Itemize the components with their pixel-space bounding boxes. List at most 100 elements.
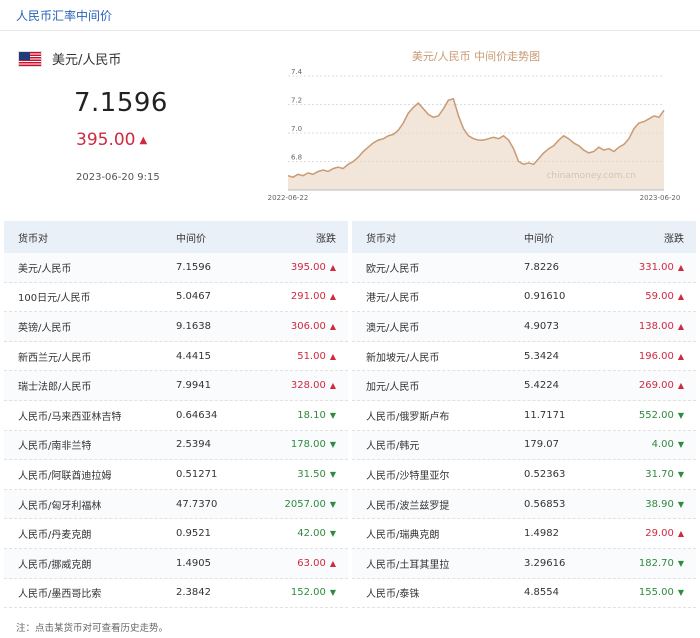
currency-pair[interactable]: 瑞士法郎/人民币 xyxy=(18,382,92,394)
currency-pair[interactable]: 100日元/人民币 xyxy=(18,293,91,305)
table-row[interactable]: 澳元/人民币 4.9073 138.00 ▲ xyxy=(352,312,696,342)
y-tick-label: 6.8 xyxy=(291,154,302,162)
table-row[interactable]: 人民币/墨西哥比索 2.3842 152.00 ▼ xyxy=(4,579,348,609)
table-row[interactable]: 新西兰元/人民币 4.4415 51.00 ▲ xyxy=(4,342,348,372)
up-arrow-icon: ▲ xyxy=(329,262,336,272)
currency-pair[interactable]: 人民币/挪威克朗 xyxy=(18,559,92,571)
header-mid: 中间价 xyxy=(176,233,206,245)
change-value: 63.00 xyxy=(297,557,326,569)
currency-pair[interactable]: 人民币/韩元 xyxy=(366,441,420,453)
change-cell: 138.00 ▲ xyxy=(606,321,696,332)
change-cell: 178.00 ▼ xyxy=(258,439,348,450)
currency-pair[interactable]: 人民币/南非兰特 xyxy=(18,441,92,453)
table-row[interactable]: 英镑/人民币 9.1638 306.00 ▲ xyxy=(4,312,348,342)
featured-pair[interactable]: 美元/人民币 xyxy=(18,49,121,68)
currency-pair[interactable]: 人民币/沙特里亚尔 xyxy=(366,470,450,482)
mid-rate: 5.0467 xyxy=(176,291,211,303)
trend-chart[interactable]: 美元/人民币 中间价走势图 6.8 7.0 7.2 7.4 chinamoney.com.… xyxy=(266,40,686,208)
currency-pair[interactable]: 美元/人民币 xyxy=(18,263,72,275)
currency-pair[interactable]: 人民币/匈牙利福林 xyxy=(18,500,102,512)
table-row[interactable]: 加元/人民币 5.4224 269.00 ▲ xyxy=(352,371,696,401)
header-change: 涨跌 xyxy=(316,233,336,245)
change-value: 178.00 xyxy=(290,439,326,451)
mid-rate: 47.7370 xyxy=(176,498,218,510)
trend-chart-svg: 美元/人民币 中间价走势图 6.8 7.0 7.2 7.4 chinamoney.com.… xyxy=(268,50,681,202)
mid-rate: 4.4415 xyxy=(176,350,211,362)
table-row[interactable]: 人民币/马来西亚林吉特 0.64634 18.10 ▼ xyxy=(4,401,348,431)
up-arrow-icon: ▲ xyxy=(677,292,684,302)
mid-rate: 7.9941 xyxy=(176,380,211,392)
currency-pair[interactable]: 英镑/人民币 xyxy=(18,322,72,334)
table-row[interactable]: 人民币/韩元 179.07 4.00 ▼ xyxy=(352,430,696,461)
x-tick-label: 2023-06-20 xyxy=(640,194,681,202)
change-cell: 328.00 ▲ xyxy=(258,380,348,391)
table-row[interactable]: 人民币/沙特里亚尔 0.52363 31.70 ▼ xyxy=(352,460,696,490)
mid-rate: 1.4905 xyxy=(176,557,211,569)
up-arrow-icon: ▲ xyxy=(329,292,336,302)
table-row[interactable]: 港元/人民币 0.91610 59.00 ▲ xyxy=(352,283,696,313)
currency-pair[interactable]: 人民币/墨西哥比索 xyxy=(18,589,102,601)
table-row[interactable]: 人民币/匈牙利福林 47.7370 2057.00 ▼ xyxy=(4,489,348,520)
currency-pair[interactable]: 人民币/马来西亚林吉特 xyxy=(18,411,122,423)
table-row[interactable]: 新加坡元/人民币 5.3424 196.00 ▲ xyxy=(352,342,696,372)
mid-rate: 0.52363 xyxy=(524,468,566,480)
table-row[interactable]: 人民币/瑞典克朗 1.4982 29.00 ▲ xyxy=(352,519,696,549)
table-body: 美元/人民币 7.1596 395.00 ▲ 100日元/人民币 5.0467 291.00… xyxy=(4,253,348,609)
up-arrow-icon: ▲ xyxy=(329,558,336,568)
down-arrow-icon: ▼ xyxy=(329,588,336,598)
currency-pair[interactable]: 人民币/泰铢 xyxy=(366,589,420,601)
table-row[interactable]: 100日元/人民币 5.0467 291.00 ▲ xyxy=(4,283,348,313)
down-arrow-icon: ▼ xyxy=(677,588,684,598)
mid-rate: 7.1596 xyxy=(176,261,211,273)
change-value: 2057.00 xyxy=(284,498,326,510)
currency-pair[interactable]: 人民币/丹麦克朗 xyxy=(18,530,92,542)
table-body: 欧元/人民币 7.8226 331.00 ▲ 港元/人民币 0.91610 59.00 ▲ 澳元… xyxy=(352,253,696,609)
table-row[interactable]: 人民币/波兰兹罗提 0.56853 38.90 ▼ xyxy=(352,489,696,520)
currency-pair[interactable]: 新西兰元/人民币 xyxy=(18,352,92,364)
currency-pair[interactable]: 人民币/土耳其里拉 xyxy=(366,559,450,571)
mid-rate: 0.51271 xyxy=(176,468,218,480)
table-row[interactable]: 瑞士法郎/人民币 7.9941 328.00 ▲ xyxy=(4,371,348,401)
change-value: 331.00 xyxy=(638,261,674,273)
table-row[interactable]: 人民币/阿联酋迪拉姆 0.51271 31.50 ▼ xyxy=(4,460,348,490)
change-cell: 29.00 ▲ xyxy=(606,528,696,539)
series-line xyxy=(287,97,665,179)
header-divider xyxy=(0,30,700,31)
change-cell: 306.00 ▲ xyxy=(258,321,348,332)
change-value: 291.00 xyxy=(290,291,326,303)
currency-pair[interactable]: 人民币/阿联酋迪拉姆 xyxy=(18,470,112,482)
featured-pair-name: 美元/人民币 xyxy=(52,53,122,68)
change-cell: 4.00 ▼ xyxy=(606,439,696,450)
currency-pair[interactable]: 港元/人民币 xyxy=(366,293,420,305)
table-row[interactable]: 人民币/土耳其里拉 3.29616 182.70 ▼ xyxy=(352,548,696,579)
currency-pair[interactable]: 加元/人民币 xyxy=(366,382,420,394)
table-row[interactable]: 人民币/泰铢 4.8554 155.00 ▼ xyxy=(352,579,696,609)
currency-pair[interactable]: 欧元/人民币 xyxy=(366,263,420,275)
currency-pair[interactable]: 澳元/人民币 xyxy=(366,322,420,334)
table-row[interactable]: 美元/人民币 7.1596 395.00 ▲ xyxy=(4,253,348,283)
change-value: 552.00 xyxy=(638,409,674,421)
mid-rate: 5.4224 xyxy=(524,380,559,392)
change-cell: 42.00 ▼ xyxy=(258,528,348,539)
currency-pair[interactable]: 人民币/俄罗斯卢布 xyxy=(366,411,450,423)
table-row[interactable]: 人民币/俄罗斯卢布 11.7171 552.00 ▼ xyxy=(352,401,696,431)
change-value: 59.00 xyxy=(645,291,674,303)
up-arrow-icon: ▲ xyxy=(677,381,684,391)
table-row[interactable]: 人民币/丹麦克朗 0.9521 42.00 ▼ xyxy=(4,519,348,549)
footnote: 注：点击某货币对可查看历史走势。 xyxy=(16,623,169,634)
change-cell: 291.00 ▲ xyxy=(258,291,348,302)
change-value: 328.00 xyxy=(290,380,326,392)
change-value: 31.70 xyxy=(645,468,674,480)
table-row[interactable]: 欧元/人民币 7.8226 331.00 ▲ xyxy=(352,253,696,283)
change-value: 155.00 xyxy=(638,587,674,599)
currency-pair[interactable]: 人民币/波兰兹罗提 xyxy=(366,500,450,512)
down-arrow-icon: ▼ xyxy=(677,499,684,509)
table-row[interactable]: 人民币/挪威克朗 1.4905 63.00 ▲ xyxy=(4,548,348,579)
table-row[interactable]: 人民币/南非兰特 2.5394 178.00 ▼ xyxy=(4,430,348,461)
change-value: 395.00 xyxy=(290,261,326,273)
currency-pair[interactable]: 人民币/瑞典克朗 xyxy=(366,530,440,542)
change-value: 152.00 xyxy=(290,587,326,599)
down-arrow-icon: ▼ xyxy=(677,440,684,450)
currency-pair[interactable]: 新加坡元/人民币 xyxy=(366,352,440,364)
x-tick-label: 2022-06-22 xyxy=(268,194,309,202)
